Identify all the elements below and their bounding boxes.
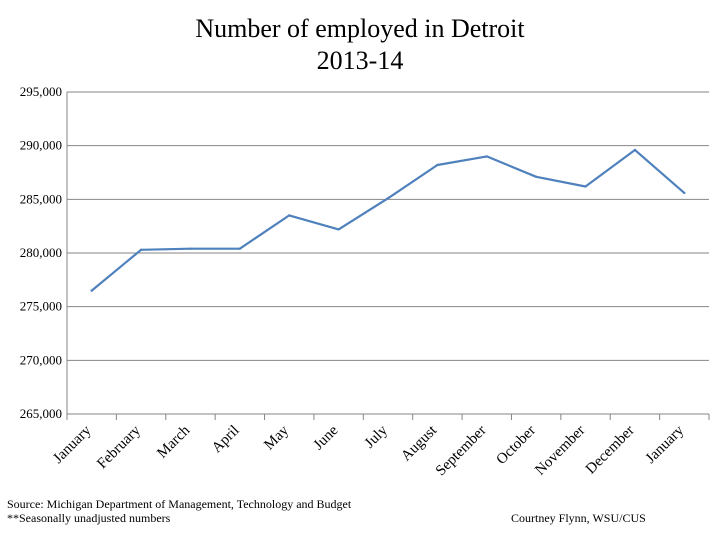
y-tick-label: 265,000	[20, 406, 62, 421]
data-point	[139, 248, 143, 251]
x-tick-label: February	[94, 422, 144, 472]
line-chart: 265,000 270,000 275,000 280,000 285,000 290,0…	[20, 84, 710, 480]
chart-title: Number of employed in Detroit	[195, 14, 525, 43]
data-point	[238, 247, 242, 250]
data-point	[189, 247, 192, 250]
y-tick-label: 275,000	[20, 299, 62, 314]
data-point	[534, 175, 538, 178]
data-point	[683, 191, 686, 195]
x-tick-label: November	[532, 423, 588, 479]
source-note: Source: Michigan Department of Managemen…	[7, 497, 352, 511]
x-tick-label: December	[583, 423, 638, 478]
data-point	[584, 185, 587, 188]
y-tick-label: 280,000	[20, 245, 62, 260]
x-tick-label: January	[50, 422, 95, 467]
x-tick-label: August	[398, 422, 441, 465]
data-point	[337, 228, 340, 231]
series-line	[90, 148, 686, 292]
x-tick-label: May	[261, 422, 292, 453]
x-tick-label: June	[311, 422, 342, 453]
data-point	[633, 148, 637, 152]
x-tick-label: April	[209, 423, 243, 457]
data-point	[288, 214, 291, 217]
x-tick-label: October	[494, 423, 539, 468]
x-tick-label: July	[362, 422, 391, 451]
credit-note: Courtney Flynn, WSU/CUS	[511, 511, 646, 525]
y-tick-label: 295,000	[20, 84, 62, 99]
x-tick-label: September	[433, 423, 490, 480]
seasonal-note: **Seasonally unadjusted numbers	[7, 511, 171, 525]
y-tick-label: 290,000	[20, 138, 62, 153]
chart-subtitle: 2013-14	[316, 46, 404, 75]
data-point	[436, 163, 439, 167]
x-tick-label: March	[154, 422, 193, 461]
y-tick-label: 270,000	[20, 352, 62, 367]
data-point	[386, 197, 390, 200]
data-point	[90, 289, 93, 292]
x-tick-label: January	[643, 422, 688, 467]
y-tick-label: 285,000	[20, 191, 62, 206]
data-point	[485, 155, 488, 158]
